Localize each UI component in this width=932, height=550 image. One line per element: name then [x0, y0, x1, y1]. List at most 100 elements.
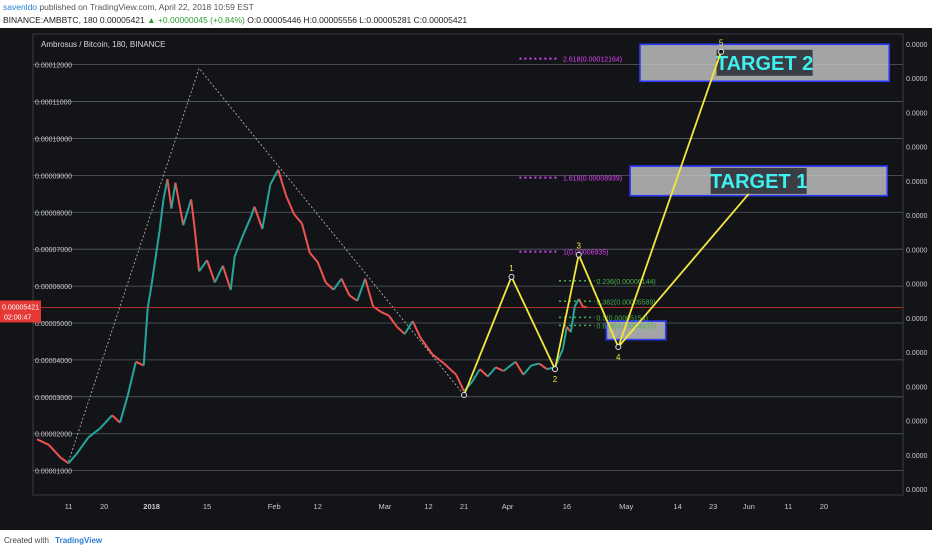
- author-link[interactable]: savenldo: [3, 2, 38, 12]
- x-tick-label: Feb: [268, 502, 281, 511]
- wave-label: 2: [553, 375, 558, 384]
- price-segment: [479, 368, 489, 378]
- y-tick-label: 0.00010000: [35, 136, 72, 143]
- price-segment: [60, 456, 70, 465]
- right-axis-label: 0.0000: [906, 453, 928, 460]
- fib-extension-label: 1.618(0.00008939): [563, 176, 622, 183]
- y-tick-label: 0.00005000: [35, 321, 72, 328]
- right-axis-label: 0.0000: [906, 213, 928, 220]
- price-segment: [419, 337, 434, 355]
- target-zone: [605, 320, 667, 341]
- price-segment: [261, 184, 272, 230]
- price-segment: [158, 199, 165, 231]
- tradingview-logo-text[interactable]: TradingView: [55, 536, 103, 545]
- price-segment: [135, 360, 145, 367]
- price-segment: [174, 182, 185, 226]
- price-segment: [356, 278, 367, 302]
- x-tick-label: 11: [784, 502, 792, 511]
- fib-retracement-label: 0.236(0.00006144): [597, 279, 656, 286]
- price-segment: [162, 178, 169, 200]
- target-label: TARGET 2: [716, 53, 813, 75]
- y-tick-label: 0.00007000: [35, 247, 72, 254]
- target-label-box: [710, 167, 807, 194]
- price-segment: [443, 362, 457, 376]
- x-tick-label: 11: [65, 502, 73, 511]
- fib-retracement-label: 0.5(0.00005154): [597, 315, 648, 322]
- x-tick-label: 20: [100, 502, 108, 511]
- price-segment: [538, 362, 548, 370]
- price-segment: [126, 361, 137, 396]
- chart-area[interactable]: 0.00012000 0.00011000 0.00010000 0.00009000…: [0, 28, 932, 530]
- y-tick-label: 0.00011000: [35, 100, 72, 107]
- fib-retracement-label: 0.382(0.00005589): [597, 299, 656, 306]
- price-segment: [561, 326, 568, 350]
- right-axis-label: 0.0000: [906, 487, 928, 494]
- price-segment: [229, 256, 236, 290]
- x-tick-label: May: [619, 502, 633, 511]
- price-segment: [577, 298, 584, 307]
- right-axis-label: 0.0000: [906, 42, 928, 49]
- right-axis-label: 0.0000: [906, 384, 928, 391]
- x-tick-label: 15: [203, 502, 211, 511]
- price-segment: [166, 178, 173, 209]
- y-tick-label: 0.00006000: [35, 284, 72, 291]
- wave-pivot: [552, 366, 558, 373]
- created-with-text: Created with: [4, 536, 49, 545]
- price-segment: [502, 360, 517, 372]
- right-axis-label: 0.0000: [906, 316, 928, 323]
- right-axis-label: 0.0000: [906, 110, 928, 117]
- y-tick-label: 0.00012000: [35, 63, 72, 70]
- price-segment: [253, 206, 264, 230]
- price-segment: [388, 315, 398, 328]
- price-segment: [495, 366, 505, 372]
- price-chart[interactable]: 0.00012000 0.00011000 0.00010000 0.00009000…: [0, 28, 932, 530]
- price-segment: [269, 169, 280, 186]
- ohlc-values: O:0.00005446 H:0.00005556 L:0.00005281 C…: [247, 15, 468, 25]
- price-segment: [348, 294, 358, 302]
- price-segment: [75, 436, 90, 455]
- price-segment: [522, 364, 533, 376]
- price-segment: [309, 252, 319, 263]
- y-tick-label: 0.00008000: [35, 210, 72, 217]
- current-price-tag: [0, 300, 41, 323]
- price-segment: [241, 217, 252, 237]
- x-tick-label: 21: [460, 502, 468, 511]
- price-segment: [316, 261, 327, 283]
- y-tick-label: 0.00009000: [35, 173, 72, 180]
- current-price-label: 0.00005421: [2, 304, 39, 311]
- x-tick-label: 16: [563, 502, 571, 511]
- right-axis-label: 0.0000: [906, 419, 928, 426]
- right-axis-label: 0.0000: [906, 76, 928, 83]
- price-change: ▲ +0.00000045 (+0.84%): [147, 15, 245, 25]
- wave-pivot: [461, 391, 468, 398]
- wave-pivot: [508, 273, 515, 280]
- publish-line: savenldo published on TradingView.com, A…: [3, 2, 254, 12]
- x-tick-label: Mar: [378, 502, 391, 511]
- price-segment: [471, 368, 481, 383]
- price-segment: [487, 366, 497, 378]
- price-segment: [36, 438, 50, 446]
- price-segment: [277, 169, 288, 196]
- publish-info: published on TradingView.com, April 22, …: [39, 2, 254, 12]
- footer: Created with TradingView: [0, 530, 932, 550]
- symbol: BINANCE:AMBBTC, 180: [3, 15, 98, 25]
- last-price: 0.00005421: [99, 15, 145, 25]
- price-segment: [573, 298, 580, 307]
- price-segment: [182, 199, 193, 226]
- target-label: TARGET 1: [710, 171, 807, 193]
- price-segment: [396, 325, 406, 335]
- x-tick-label: 12: [424, 502, 432, 511]
- price-segment: [332, 278, 343, 291]
- price-segment: [221, 265, 232, 291]
- wave-label: 3: [577, 242, 582, 251]
- price-segment: [300, 223, 311, 254]
- right-axis-label: 0.0000: [906, 247, 928, 254]
- price-segment: [364, 278, 375, 307]
- x-tick-label: 23: [709, 502, 717, 511]
- price-segment: [293, 213, 303, 224]
- price-segment: [87, 427, 101, 439]
- price-segment: [340, 278, 351, 296]
- wave-pivot: [615, 343, 622, 350]
- publish-header: savenldo published on TradingView.com, A…: [0, 0, 932, 28]
- wave-label: 5: [719, 39, 724, 48]
